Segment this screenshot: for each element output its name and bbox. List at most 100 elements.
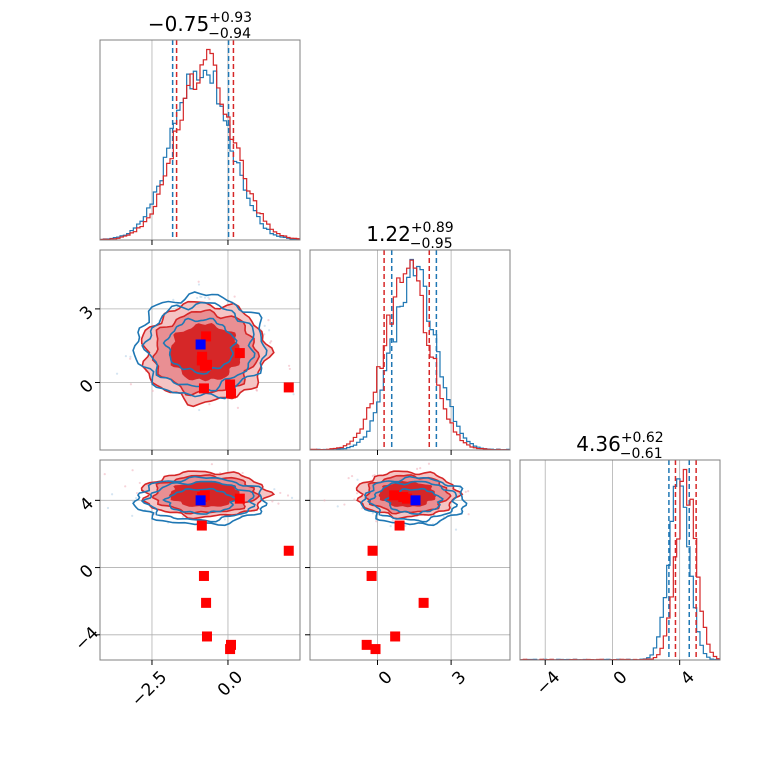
sample-point xyxy=(371,512,374,515)
sample-point xyxy=(353,498,356,501)
x-tick-label: 3 xyxy=(448,667,470,689)
x-tick-label: −4 xyxy=(533,667,565,699)
panel-0-0 xyxy=(99,39,301,245)
panel-content xyxy=(103,460,294,655)
histogram-blue xyxy=(100,69,300,240)
truth-marker xyxy=(195,339,206,350)
sample-point xyxy=(416,467,419,470)
sample-point xyxy=(371,474,374,477)
sample-point xyxy=(292,393,295,396)
sample-point xyxy=(106,506,110,510)
sample-point xyxy=(355,492,359,495)
sample-point xyxy=(269,341,272,344)
histogram-blue xyxy=(310,258,510,450)
panel-content xyxy=(520,460,720,660)
sample-point xyxy=(255,389,259,392)
sample-point xyxy=(454,528,458,531)
sample-point xyxy=(467,490,470,493)
title-value: 1.22 xyxy=(366,222,411,246)
marker-point xyxy=(196,520,207,531)
panel-content xyxy=(115,280,295,412)
sample-point xyxy=(273,488,276,491)
sample-point xyxy=(375,520,378,523)
marker-point xyxy=(367,545,378,556)
marker-point xyxy=(394,520,405,531)
marker-point xyxy=(389,490,400,501)
marker-point xyxy=(198,570,209,581)
panel-content xyxy=(323,462,470,655)
sample-point xyxy=(467,513,470,516)
panel-2-0: −2.5 0.0 −4 0 4 xyxy=(71,459,301,711)
marker-point xyxy=(366,570,377,581)
sample-point xyxy=(131,469,134,472)
sample-point xyxy=(131,514,134,517)
panel-frame xyxy=(99,459,301,661)
marker-point xyxy=(370,644,381,655)
marker-point xyxy=(226,388,237,399)
contour-blue-inner xyxy=(162,317,238,375)
sample-point xyxy=(267,319,270,322)
sample-point xyxy=(233,295,236,298)
marker-point xyxy=(197,351,208,362)
contour-blue-outer xyxy=(360,475,468,527)
histogram-red xyxy=(310,259,510,450)
sample-point xyxy=(135,491,139,495)
sample-point xyxy=(172,298,175,301)
sample-point xyxy=(135,497,138,500)
sample-point xyxy=(268,329,271,332)
sample-point xyxy=(208,297,211,301)
x-tick-label: 0 xyxy=(375,667,397,689)
panel-frame xyxy=(309,249,511,451)
sample-point xyxy=(207,296,210,299)
sample-point xyxy=(210,463,214,466)
sample-point xyxy=(373,473,376,477)
sample-point xyxy=(389,525,392,528)
sample-point xyxy=(208,403,211,406)
sample-point xyxy=(110,493,114,496)
contour-blue-mid xyxy=(367,480,459,523)
sample-point xyxy=(356,478,359,481)
sample-point xyxy=(277,502,280,505)
sample-point xyxy=(241,471,244,475)
sample-point xyxy=(442,515,445,519)
marker-point xyxy=(225,644,236,655)
x-tick-label: 4 xyxy=(677,667,699,689)
marker-point xyxy=(390,631,401,642)
y-tick-label: 3 xyxy=(76,302,98,324)
title-param-2: 4.36+0.62 −0.61 xyxy=(576,430,663,462)
sample-point xyxy=(197,280,200,283)
sample-point xyxy=(271,500,274,503)
panel-2-2: −4 0 4 xyxy=(519,459,721,699)
sample-point xyxy=(404,524,407,527)
marker-point xyxy=(283,382,294,393)
panel-1-1 xyxy=(309,249,511,455)
title-minus: −0.61 xyxy=(620,446,663,462)
sample-point xyxy=(263,324,266,327)
marker-point xyxy=(198,383,209,394)
sample-point xyxy=(350,474,354,478)
sample-point xyxy=(347,477,350,480)
sample-point xyxy=(236,406,240,409)
marker-point xyxy=(199,360,210,371)
contour-blue-mid xyxy=(141,301,256,392)
sample-point xyxy=(464,490,467,494)
y-tick-label: 4 xyxy=(76,494,98,516)
panel-1-0: 03 xyxy=(76,249,301,455)
contour-blue-outer xyxy=(132,475,268,527)
x-tick-label: 0.0 xyxy=(214,667,247,700)
y-tick-label: 0 xyxy=(76,561,98,583)
histogram-red xyxy=(100,48,300,240)
marker-point xyxy=(283,545,294,556)
sample-point xyxy=(279,491,282,495)
sample-point xyxy=(151,389,154,392)
panel-frame xyxy=(309,459,511,661)
sample-point xyxy=(458,487,461,490)
sample-point xyxy=(124,355,127,358)
truth-marker xyxy=(195,495,206,506)
title-value: −0.75 xyxy=(148,12,209,36)
marker-point xyxy=(201,597,212,608)
sample-point xyxy=(115,372,119,375)
x-tick-label: 0 xyxy=(610,667,632,689)
sample-point xyxy=(203,296,207,299)
